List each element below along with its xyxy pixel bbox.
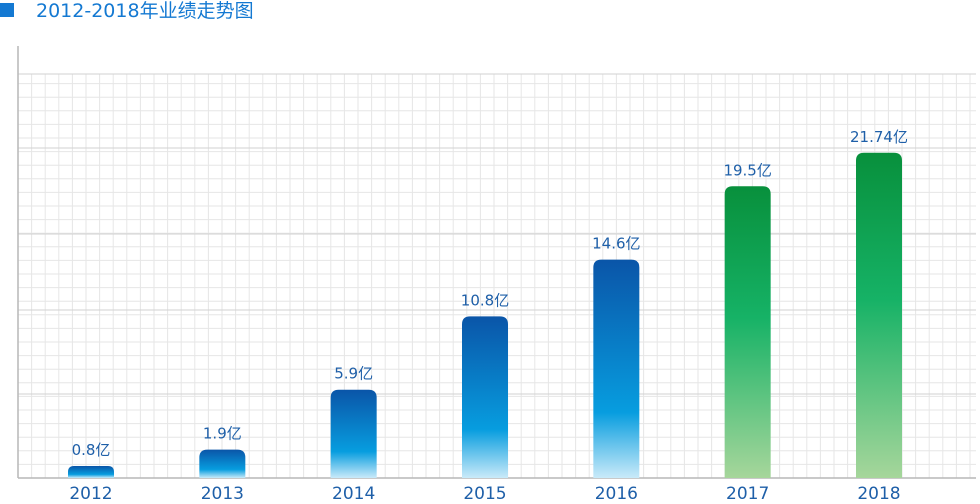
grid xyxy=(18,73,976,478)
bar-2018 xyxy=(856,152,902,479)
chart-title: 2012-2018年业绩走势图 xyxy=(36,0,254,22)
bars xyxy=(68,152,902,479)
value-label-2016: 14.6亿 xyxy=(592,235,640,253)
x-tick-label-2018: 2018 xyxy=(857,484,900,504)
bar-2016 xyxy=(593,259,640,478)
x-tick-label-2014: 2014 xyxy=(332,484,375,504)
x-tick-label-2012: 2012 xyxy=(69,484,112,504)
value-label-2013: 1.9亿 xyxy=(203,425,242,443)
value-labels: 0.8亿 1.9亿 5.9亿 10.8亿 14.6亿 19.5亿 21.74亿 xyxy=(72,128,908,459)
bar-2017 xyxy=(724,186,771,478)
year-labels: 2012 2013 2014 2015 2016 2017 2018 xyxy=(69,484,900,504)
x-tick-label-2015: 2015 xyxy=(463,484,506,504)
x-tick-label-2017: 2017 xyxy=(726,484,769,504)
value-label-2018: 21.74亿 xyxy=(850,128,908,146)
value-label-2012: 0.8亿 xyxy=(72,441,111,459)
x-tick-label-2016: 2016 xyxy=(595,484,638,504)
value-label-2014: 5.9亿 xyxy=(334,365,373,383)
bar-2012 xyxy=(68,466,114,478)
bar-2014 xyxy=(330,389,377,478)
value-label-2017: 19.5亿 xyxy=(723,161,771,179)
value-label-2015: 10.8亿 xyxy=(461,291,509,309)
bar-2013 xyxy=(199,449,246,478)
title-marker xyxy=(0,3,14,17)
x-tick-label-2013: 2013 xyxy=(201,484,244,504)
bar-2015 xyxy=(462,316,508,478)
